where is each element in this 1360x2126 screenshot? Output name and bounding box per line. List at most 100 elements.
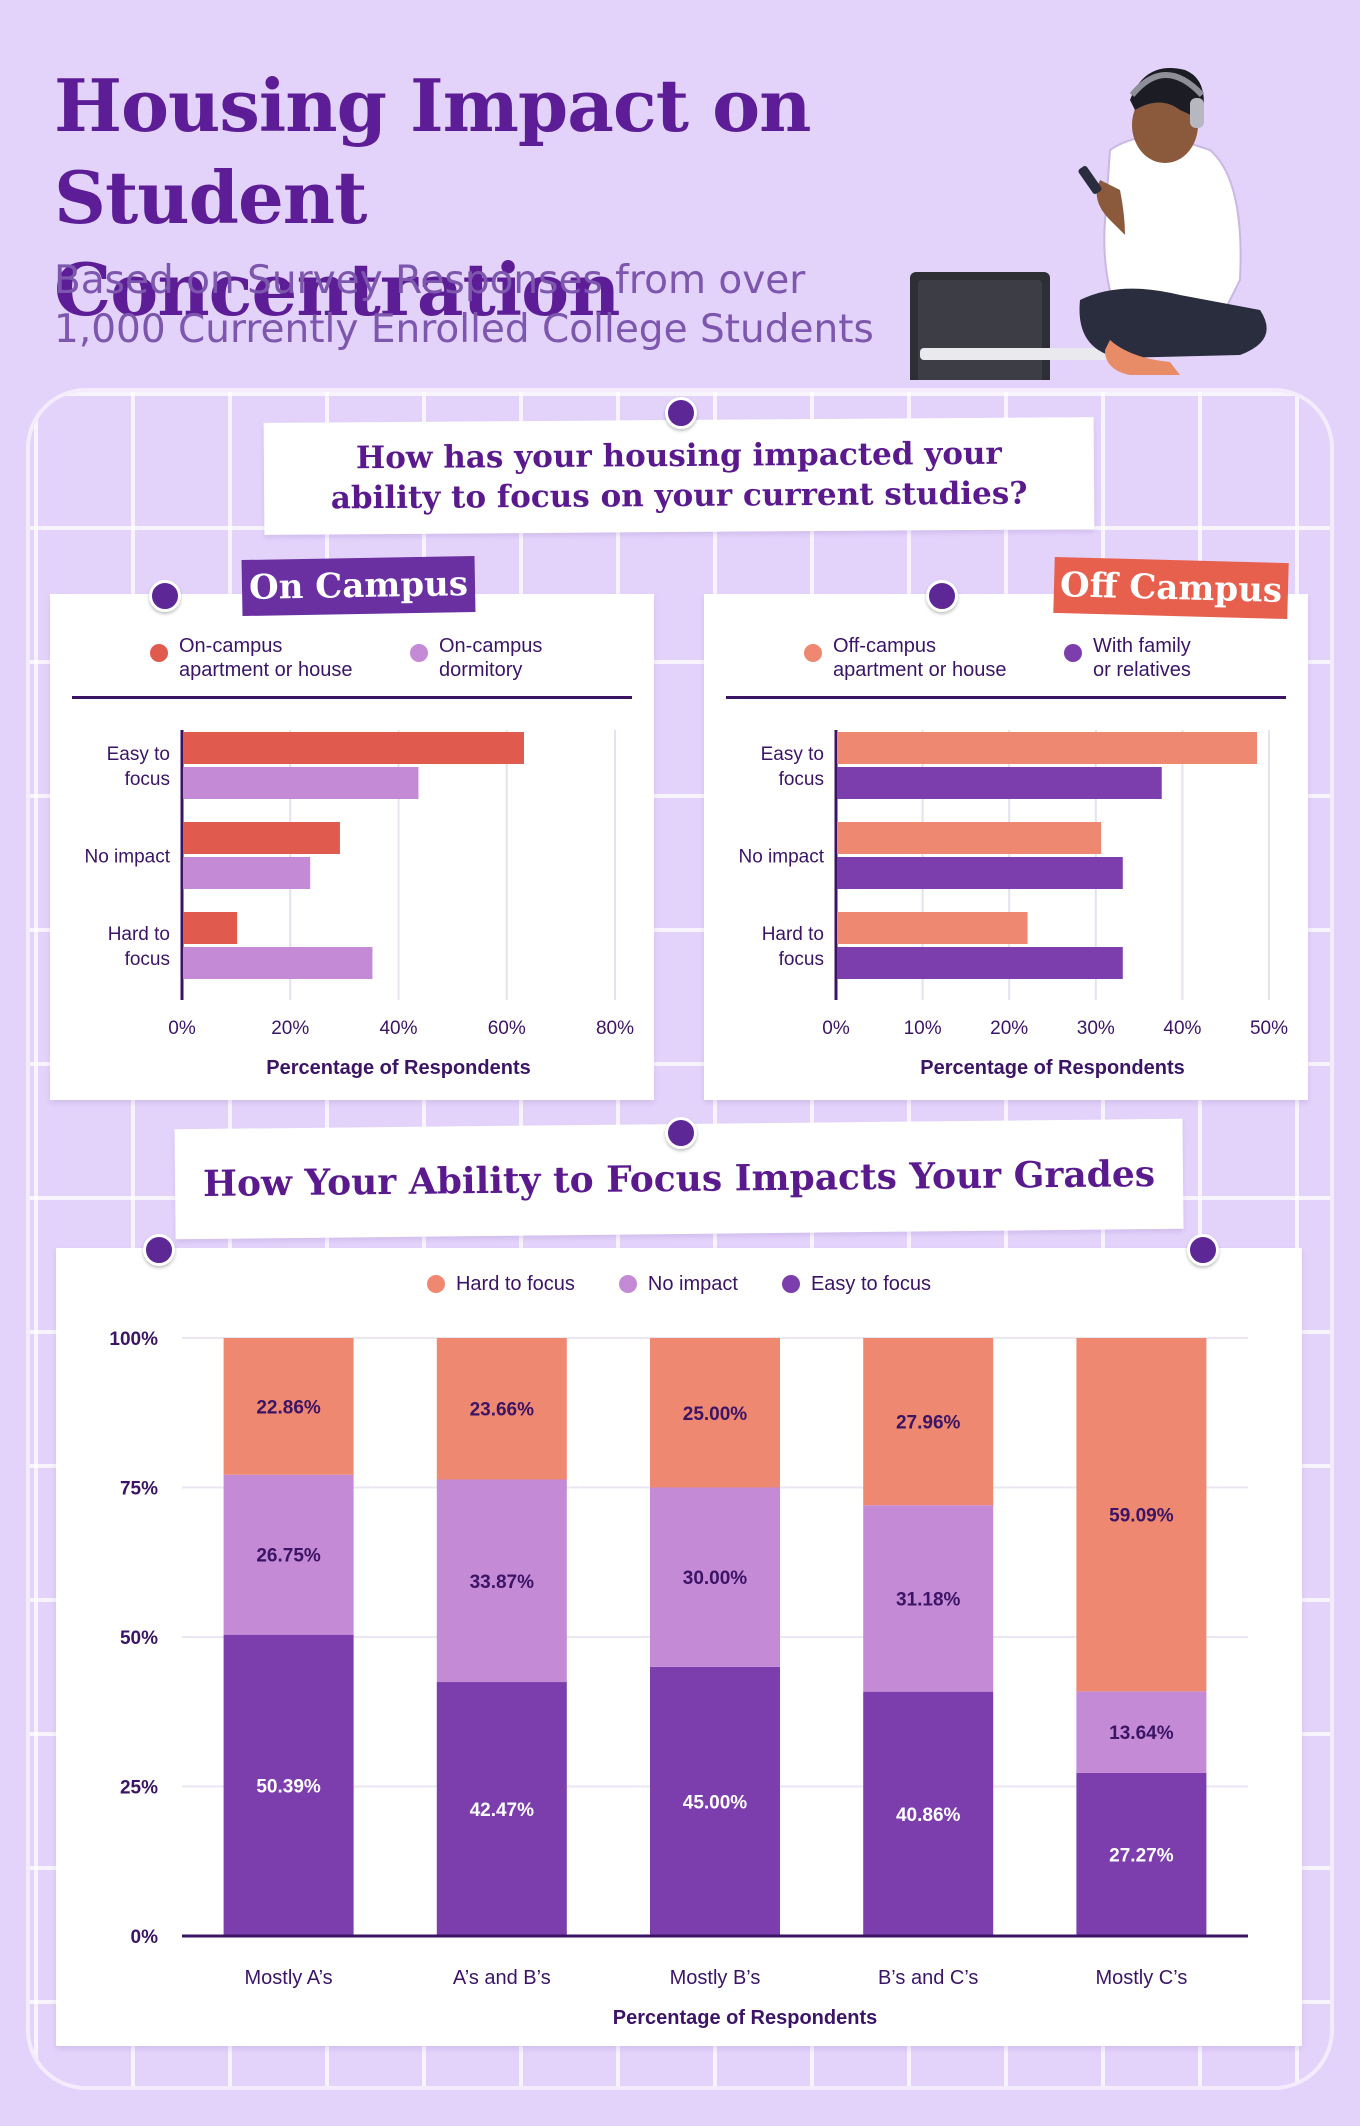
data-label: 27.27% xyxy=(1109,1845,1174,1866)
x-tick-label: 20% xyxy=(271,1018,309,1039)
y-tick-label: 0% xyxy=(131,1927,159,1948)
legend-label: On-campus apartment or house xyxy=(179,635,353,681)
bar-segment xyxy=(223,1474,354,1635)
title-line-1: Housing Impact on xyxy=(54,63,811,148)
grades-legend: Hard to focus No impact Easy to focus xyxy=(56,1272,1302,1296)
subtitle-line-2: 1,000 Currently Enrolled College Student… xyxy=(54,307,874,352)
x-tick-label: B’s and C’s xyxy=(878,1967,978,1989)
category-label: Hard to xyxy=(108,924,170,945)
x-tick-label: 30% xyxy=(1077,1018,1115,1039)
bar-segment xyxy=(223,1338,354,1475)
off-campus-chart: 0% 10% 20% 30% 40% 50% Easy to focus No impact Ha… xyxy=(738,730,1288,1079)
grades-card: Hard to focus No impact Easy to focus 0%… xyxy=(56,1248,1302,2046)
question-1-line-1: How has your housing impacted your xyxy=(355,435,1002,477)
pin-icon xyxy=(926,580,958,612)
question-1-card: How has your housing impacted your abili… xyxy=(263,417,1095,535)
bar-segment xyxy=(650,1487,780,1667)
category-label: Easy to xyxy=(107,744,170,765)
off-campus-legend-1: Off-campus apartment or house xyxy=(804,634,1006,682)
bar xyxy=(183,857,311,889)
data-label: 25.00% xyxy=(683,1404,748,1425)
data-label: 33.87% xyxy=(470,1572,535,1593)
category-label: focus xyxy=(125,769,170,790)
legend-label: Off-campus apartment or house xyxy=(833,635,1007,681)
category-label: No impact xyxy=(84,847,170,868)
data-label: 31.18% xyxy=(896,1589,961,1610)
off-campus-legend-2: With family or relatives xyxy=(1064,634,1191,682)
off-campus-tag: Off Campus xyxy=(1053,556,1289,620)
bar-segment xyxy=(436,1479,567,1683)
category-label: No impact xyxy=(738,847,824,868)
laptop-icon xyxy=(910,272,1120,380)
bar xyxy=(183,732,524,764)
x-tick-label: Mostly A’s xyxy=(245,1967,333,1989)
bar-segment xyxy=(650,1338,780,1488)
title-line-2: Student Concentration xyxy=(54,155,621,332)
data-label: 40.86% xyxy=(896,1805,961,1826)
y-tick-label: 100% xyxy=(109,1329,158,1350)
legend-dot-icon xyxy=(150,644,168,662)
bar xyxy=(183,912,238,944)
data-label: 50.39% xyxy=(256,1776,321,1797)
legend-label: No impact xyxy=(647,1273,738,1295)
grades-legend-item: Hard to focus xyxy=(426,1272,575,1296)
bar xyxy=(837,732,1258,764)
bar-segment xyxy=(436,1682,567,1936)
subtitle-line-1: Based on Survey Responses from over xyxy=(54,258,806,303)
bar-segment xyxy=(223,1634,354,1936)
x-tick-label: A’s and B’s xyxy=(453,1967,551,1989)
on-campus-legend-2: On-campus dormitory xyxy=(410,634,542,682)
y-tick-label: 25% xyxy=(120,1778,158,1799)
x-tick-label: 60% xyxy=(488,1018,526,1039)
legend-dot-icon xyxy=(804,644,822,662)
bar-segment xyxy=(863,1691,994,1936)
legend-dot-icon xyxy=(781,1275,800,1293)
category-label: focus xyxy=(779,769,824,790)
data-label: 22.86% xyxy=(256,1397,321,1418)
data-label: 42.47% xyxy=(470,1800,535,1821)
category-label: Hard to xyxy=(762,924,824,945)
data-label: 45.00% xyxy=(683,1792,748,1813)
x-tick-label: 80% xyxy=(596,1018,634,1039)
x-tick-label: Mostly C’s xyxy=(1095,1967,1187,1989)
data-label: 59.09% xyxy=(1109,1506,1174,1527)
on-campus-chart: 0% 20% 40% 60% 80% Easy to focus No impact Hard … xyxy=(84,730,634,1079)
x-tick-label: 50% xyxy=(1250,1018,1288,1039)
legend-dot-icon xyxy=(410,644,428,662)
student-illustration xyxy=(910,68,1267,380)
x-tick-label: Mostly B’s xyxy=(670,1967,761,1989)
bar-segment xyxy=(1076,1691,1207,1773)
x-axis-title: Percentage of Respondents xyxy=(266,1057,531,1079)
x-tick-label: 0% xyxy=(168,1018,196,1039)
on-campus-tag: On Campus xyxy=(241,555,476,617)
y-tick-label: 75% xyxy=(120,1479,158,1500)
bar-segment xyxy=(650,1666,780,1936)
legend-label: Easy to focus xyxy=(810,1273,932,1295)
data-label: 23.66% xyxy=(470,1400,535,1421)
pin-icon xyxy=(149,580,181,612)
legend-divider xyxy=(72,696,632,699)
legend-dot-icon xyxy=(426,1275,445,1293)
grades-legend-item: Easy to focus xyxy=(781,1272,932,1296)
pin-icon xyxy=(143,1234,175,1266)
pin-icon xyxy=(1187,1234,1219,1266)
bar-segment xyxy=(1076,1772,1207,1936)
bar xyxy=(837,767,1162,799)
x-axis-title: Percentage of Respondents xyxy=(613,2007,878,2029)
legend-dot-icon xyxy=(618,1275,637,1293)
category-label: focus xyxy=(779,949,824,970)
pin-icon xyxy=(665,397,697,429)
bar-segment xyxy=(436,1338,567,1480)
grades-legend-item: No impact xyxy=(618,1272,738,1296)
legend-label: On-campus dormitory xyxy=(439,635,543,681)
x-axis-title: Percentage of Respondents xyxy=(920,1057,1185,1079)
on-campus-card: On-campus apartment or house On-campus d… xyxy=(50,594,654,1100)
y-tick-label: 50% xyxy=(120,1628,158,1649)
bar xyxy=(837,947,1123,979)
bar xyxy=(837,912,1028,944)
off-campus-card: Off-campus apartment or house With famil… xyxy=(704,594,1308,1100)
category-label: Easy to xyxy=(761,744,824,765)
bar xyxy=(837,857,1123,889)
legend-dot-icon xyxy=(1064,644,1082,662)
bar xyxy=(837,822,1102,854)
